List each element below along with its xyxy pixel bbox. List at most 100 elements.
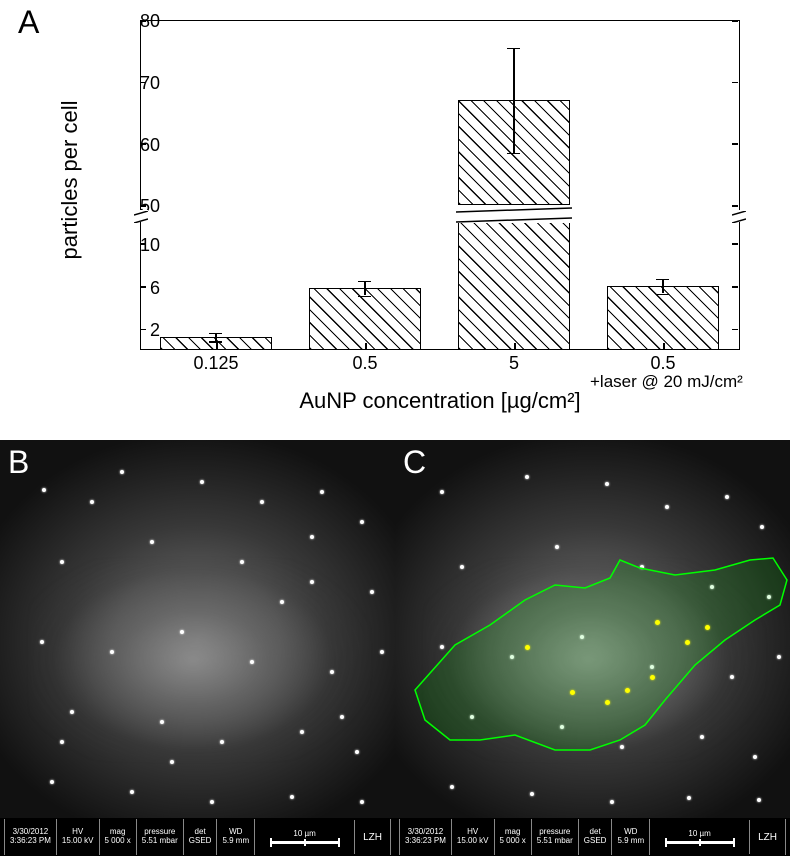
particle-white bbox=[42, 488, 46, 492]
particle-white bbox=[580, 635, 584, 639]
particle-white bbox=[525, 475, 529, 479]
particle-white bbox=[360, 520, 364, 524]
particle-white bbox=[530, 792, 534, 796]
particle-marked bbox=[625, 688, 630, 693]
panel-label-a: A bbox=[18, 4, 39, 41]
scale-label-c: 10 µm bbox=[688, 830, 710, 839]
xtick-05b: 0.5 bbox=[623, 353, 703, 374]
particle-white bbox=[710, 585, 714, 589]
particle-white bbox=[240, 560, 244, 564]
particle-white bbox=[440, 645, 444, 649]
particle-white bbox=[687, 796, 691, 800]
particle-white bbox=[70, 710, 74, 714]
footer-time: 3:36:23 PM bbox=[10, 837, 51, 846]
chart-panel-a: particles per cell AuNP concentration [µ… bbox=[70, 10, 770, 410]
sem-panel-b: B 3/30/20123:36:23 PM HV15.00 kV mag5 00… bbox=[0, 440, 395, 856]
particle-white bbox=[300, 730, 304, 734]
particle-white bbox=[730, 675, 734, 679]
particle-white bbox=[725, 495, 729, 499]
particle-white bbox=[700, 735, 704, 739]
footer-press: 5.51 mbar bbox=[142, 837, 178, 846]
particle-white bbox=[160, 720, 164, 724]
footer-time-c: 3:36:23 PM bbox=[405, 837, 446, 846]
particle-marked bbox=[570, 690, 575, 695]
particle-white bbox=[310, 535, 314, 539]
particle-white bbox=[380, 650, 384, 654]
panel-label-b: B bbox=[8, 444, 29, 481]
bar-05 bbox=[309, 288, 421, 350]
particle-white bbox=[180, 630, 184, 634]
ytick-2: 2 bbox=[120, 320, 160, 341]
y-axis-label: particles per cell bbox=[57, 101, 83, 260]
particle-white bbox=[665, 505, 669, 509]
ytick-6: 6 bbox=[120, 278, 160, 299]
axis-break-left bbox=[134, 210, 148, 222]
footer-wd: 5.9 mm bbox=[222, 837, 249, 846]
footer-lzh-b: LZH bbox=[355, 819, 391, 855]
particle-white bbox=[210, 800, 214, 804]
particle-white bbox=[50, 780, 54, 784]
particle-white bbox=[110, 650, 114, 654]
particle-white bbox=[130, 790, 134, 794]
footer-hv: 15.00 kV bbox=[62, 837, 94, 846]
xtick-05: 0.5 bbox=[325, 353, 405, 374]
ytick-60: 60 bbox=[120, 135, 160, 156]
particle-white bbox=[360, 800, 364, 804]
scale-label-b: 10 µm bbox=[293, 830, 315, 839]
particle-white bbox=[640, 565, 644, 569]
sem-footer-b: 3/30/20123:36:23 PM HV15.00 kV mag5 000 … bbox=[0, 818, 395, 856]
errbar-05laser-v bbox=[662, 279, 664, 294]
particle-white bbox=[757, 798, 761, 802]
particle-white bbox=[170, 760, 174, 764]
particle-white bbox=[260, 500, 264, 504]
particle-white bbox=[40, 640, 44, 644]
footer-mag: 5 000 x bbox=[105, 837, 131, 846]
particle-white bbox=[90, 500, 94, 504]
particle-marked bbox=[650, 675, 655, 680]
x-sublabel: +laser @ 20 mJ/cm² bbox=[590, 372, 743, 392]
particle-white bbox=[355, 750, 359, 754]
particle-white bbox=[220, 740, 224, 744]
particle-white bbox=[200, 480, 204, 484]
particle-white bbox=[340, 715, 344, 719]
axis-break-right bbox=[732, 210, 746, 222]
errbar-5-v bbox=[513, 48, 515, 153]
bar-5-lower bbox=[458, 222, 570, 350]
particle-white bbox=[605, 482, 609, 486]
particle-white bbox=[650, 665, 654, 669]
bar-05-laser bbox=[607, 286, 719, 350]
particle-white bbox=[150, 540, 154, 544]
panel-label-c: C bbox=[403, 444, 426, 481]
sem-footer-c: 3/30/20123:36:23 PM HV15.00 kV mag5 000 … bbox=[395, 818, 790, 856]
figure-root: A particles per cell AuNP concentration … bbox=[0, 0, 790, 856]
footer-det: GSED bbox=[189, 837, 212, 846]
particle-white bbox=[555, 545, 559, 549]
particle-white bbox=[60, 740, 64, 744]
particle-white bbox=[310, 580, 314, 584]
particle-white bbox=[470, 715, 474, 719]
footer-lzh-c: LZH bbox=[750, 819, 786, 855]
particle-white bbox=[330, 670, 334, 674]
particle-white bbox=[60, 560, 64, 564]
particle-white bbox=[450, 785, 454, 789]
particle-white bbox=[280, 600, 284, 604]
particle-white bbox=[560, 725, 564, 729]
particle-white bbox=[120, 470, 124, 474]
cell-texture-c bbox=[425, 560, 765, 760]
particle-white bbox=[753, 755, 757, 759]
particle-white bbox=[370, 590, 374, 594]
ytick-10: 10 bbox=[120, 235, 160, 256]
particle-white bbox=[610, 800, 614, 804]
particle-marked bbox=[655, 620, 660, 625]
particle-white bbox=[767, 595, 771, 599]
particle-marked bbox=[605, 700, 610, 705]
particle-marked bbox=[685, 640, 690, 645]
scale-bar-block-c: 10 µm bbox=[650, 820, 750, 854]
scale-bar-block-b: 10 µm bbox=[255, 820, 355, 854]
particle-white bbox=[460, 565, 464, 569]
xtick-0125: 0.125 bbox=[176, 353, 256, 374]
cell-texture-b bbox=[30, 560, 370, 760]
ytick-70: 70 bbox=[120, 73, 160, 94]
particle-white bbox=[777, 655, 781, 659]
particle-white bbox=[760, 525, 764, 529]
